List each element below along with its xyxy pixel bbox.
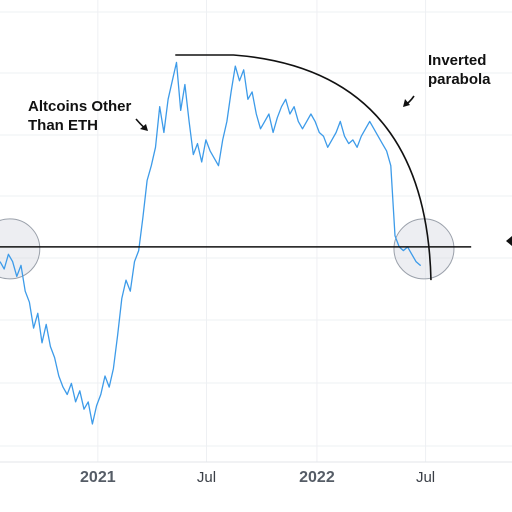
annotation-altcoins-arrowhead-icon xyxy=(140,124,148,131)
x-tick-label-1: Jul xyxy=(197,469,216,486)
x-ticks: 2021 Jul 2022 Jul xyxy=(80,469,435,486)
highlight-circle-3 xyxy=(393,218,455,280)
annotations: Altcoins Other Than ETH Inverted parabola xyxy=(28,52,491,134)
annotation-parabola-line-1: parabola xyxy=(428,71,491,88)
x-tick-label-3: Jul xyxy=(416,469,435,486)
x-tick-label-0: 2021 xyxy=(80,469,116,486)
grid xyxy=(0,0,512,462)
annotation-altcoins-line-1: Than ETH xyxy=(28,117,98,134)
series-line-0 xyxy=(0,61,421,425)
annotation-parabola-arrowhead-icon xyxy=(403,99,410,107)
series-layer xyxy=(0,61,421,425)
x-tick-label-2: 2022 xyxy=(299,469,335,486)
arrow-right-edge-icon xyxy=(506,236,512,246)
highlight-circle-2 xyxy=(0,218,41,280)
overlays-front xyxy=(0,54,512,281)
annotation-altcoins-line-0: Altcoins Other xyxy=(28,98,132,115)
annotation-parabola-line-0: Inverted xyxy=(428,52,486,69)
overlays-back xyxy=(0,218,455,280)
inverted-parabola-curve xyxy=(175,54,432,281)
